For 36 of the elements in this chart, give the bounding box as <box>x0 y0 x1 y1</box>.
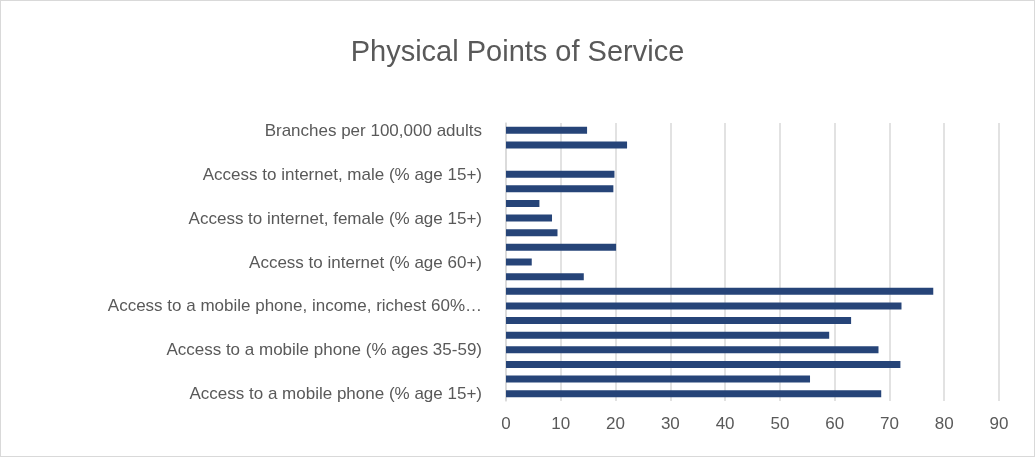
y-tick-label: Access to internet, male (% age 15+) <box>202 164 482 184</box>
y-tick-label: Access to internet (% age 60+) <box>249 252 482 272</box>
bar <box>506 317 852 325</box>
bar <box>506 170 615 178</box>
bar <box>506 141 628 149</box>
y-tick-label: Access to a mobile phone (% ages 35-59) <box>166 340 482 360</box>
chart-title: Physical Points of Service <box>350 34 685 67</box>
bar <box>506 243 617 251</box>
x-tick-label: 60 <box>825 414 845 433</box>
bar <box>506 375 811 383</box>
bar <box>506 331 830 339</box>
x-tick-label: 10 <box>551 414 571 433</box>
x-tick-label: 50 <box>770 414 790 433</box>
bar <box>506 346 879 354</box>
bar <box>506 126 588 134</box>
y-tick-label: Access to a mobile phone (% age 15+) <box>189 384 482 404</box>
x-tick-label: 20 <box>606 414 626 433</box>
y-tick-label: Access to internet, female (% age 15+) <box>188 208 482 228</box>
x-tick-label: 90 <box>989 414 1009 433</box>
x-tick-label: 30 <box>660 414 680 433</box>
bar <box>506 287 934 295</box>
bar <box>506 199 540 207</box>
x-tick-label: 40 <box>715 414 735 433</box>
bar <box>506 258 532 266</box>
bar <box>506 273 584 281</box>
x-tick-label: 70 <box>879 414 899 433</box>
bar <box>506 229 558 237</box>
x-tick-label: 80 <box>934 414 954 433</box>
bar <box>506 214 553 222</box>
bar <box>506 390 882 398</box>
bar <box>506 185 614 193</box>
x-tick-label: 0 <box>501 414 511 433</box>
y-tick-label: Branches per 100,000 adults <box>264 120 482 140</box>
bar <box>506 302 902 310</box>
bar <box>506 360 901 368</box>
y-tick-label: Access to a mobile phone, income, richest 60%… <box>107 296 482 316</box>
